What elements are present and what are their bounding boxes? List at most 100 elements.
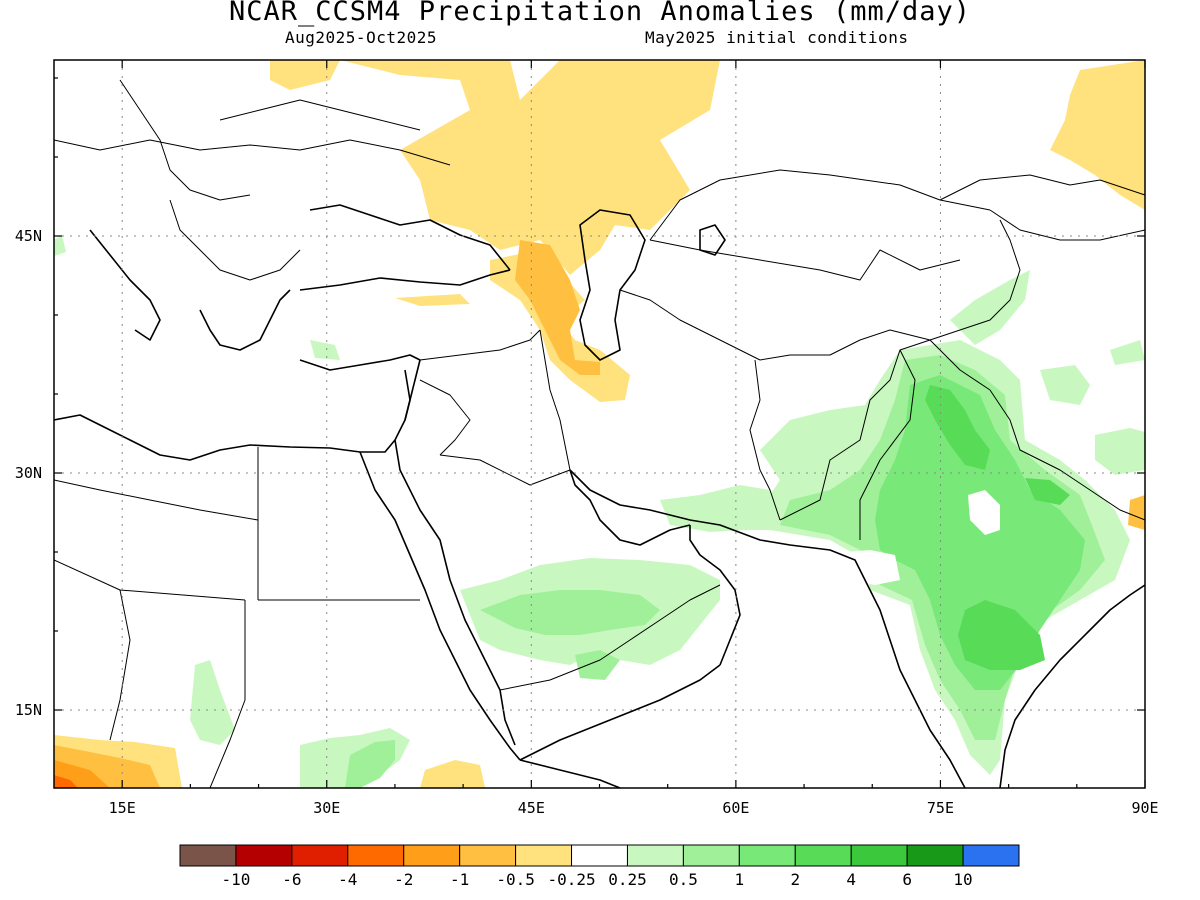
colorbar-swatch-5 [459, 844, 517, 867]
lon-label-30: 30E [313, 799, 340, 817]
colorbar-swatch-10 [738, 844, 796, 867]
wet-tarim [1040, 365, 1090, 405]
colorbar-label-1: -6 [282, 870, 301, 889]
colorbar-swatch-8 [626, 844, 684, 867]
colorbar-swatch-3 [347, 844, 405, 867]
wet-india-max [958, 600, 1045, 670]
anomaly-shading [54, 60, 1145, 788]
lat-label-45: 45N [15, 227, 42, 245]
border-europe-2 [119, 79, 251, 201]
colorbar-swatch-0 [179, 844, 237, 867]
italy-coast [89, 229, 161, 341]
turkey-south-coast [299, 354, 421, 371]
wet-arabia-core [480, 590, 660, 635]
dry-sahel-edge [54, 775, 78, 788]
initial-conditions: May2025 initial conditions [645, 28, 909, 47]
colorbar-label-7: 0.25 [608, 870, 647, 889]
border-pakistan-india [859, 349, 916, 540]
colorbar [179, 844, 1020, 867]
wet-egypt-speck [310, 340, 340, 360]
lon-label-75: 75E [927, 799, 954, 817]
border-kazakhstan-south [649, 239, 961, 281]
colorbar-swatch-6 [515, 844, 573, 867]
red-sea-west-coast [359, 451, 521, 761]
coastlines [54, 204, 1145, 788]
colorbar-label-5: -0.5 [496, 870, 535, 889]
colorbar-swatch-9 [682, 844, 740, 867]
wet-india-core [875, 375, 1085, 690]
colorbar-swatch-12 [850, 844, 908, 867]
border-russia-mongolia [939, 174, 1145, 201]
dry-russia-volga [340, 60, 720, 275]
colorbar-labels: -10 -6 -4 -2 -1 -0.5 -0.25 0.25 0.5 1 2 4 6 10 [221, 870, 972, 889]
colorbar-label-2: -4 [338, 870, 357, 889]
aral-sea [699, 224, 726, 256]
border-kazakhstan-north [649, 169, 991, 241]
colorbar-swatch-13 [906, 844, 964, 867]
wet-tibet [1095, 428, 1145, 475]
border-europe-4 [169, 199, 301, 281]
colorbar-label-0: -10 [221, 870, 250, 889]
india-west-coast [869, 589, 966, 788]
africa-mediterranean-coast [54, 369, 411, 461]
lon-label-45: 45E [518, 799, 545, 817]
colorbar-label-13: 10 [953, 870, 972, 889]
border-china-west [929, 219, 1021, 341]
border-europe-3 [219, 99, 421, 131]
border-saudi-iraq [439, 454, 571, 486]
border-afghanistan-pakistan [779, 339, 931, 521]
dry-siberia [1050, 60, 1145, 210]
border-syria-jordan [419, 379, 471, 456]
colorbar-swatch-2 [291, 844, 349, 867]
border-chad-sudan [209, 600, 246, 788]
colorbar-label-8: 0.5 [669, 870, 698, 889]
dry-horn-africa [420, 760, 485, 788]
map-title: NCAR_CCSM4 Precipitation Anomalies (mm/d… [229, 0, 971, 27]
turkey-north-coast [299, 269, 511, 291]
black-sea-north [309, 204, 511, 271]
dry-turkey-strip [395, 294, 470, 306]
axis-tick-labels: 15E 30E 45E 60E 75E 90E 15N 30N 45N [15, 227, 1159, 817]
border-egypt-west [54, 479, 259, 521]
border-iran-afghanistan [749, 359, 781, 521]
colorbar-label-12: 6 [902, 870, 912, 889]
horn-of-africa [519, 759, 621, 788]
caspian-sea [579, 209, 646, 361]
levant-coast [404, 359, 421, 421]
border-himalaya [929, 339, 1145, 521]
colorbar-label-9: 1 [735, 870, 745, 889]
colorbar-label-3: -2 [394, 870, 413, 889]
india-east-coast [999, 584, 1145, 788]
graticule [54, 60, 1145, 788]
dry-ukraine-strip [270, 60, 340, 90]
border-iraq-iran [539, 329, 571, 471]
border-turkmenistan [619, 289, 761, 361]
gulf-of-aden [519, 664, 721, 761]
lat-label-15: 15N [15, 701, 42, 719]
lon-label-60: 60E [722, 799, 749, 817]
colorbar-swatch-7 [571, 844, 628, 867]
lon-label-90: 90E [1131, 799, 1158, 817]
forecast-period: Aug2025-Oct2025 [285, 28, 437, 47]
colorbar-swatch-1 [235, 844, 293, 867]
arabia-east-coast [689, 525, 741, 666]
border-afghanistan-north [759, 329, 931, 361]
wet-nepal-core [1025, 478, 1070, 505]
wet-sudan [190, 660, 235, 745]
axis-ticks [54, 60, 1146, 788]
wet-ethiopia-core [345, 740, 395, 788]
colorbar-swatch-14 [962, 844, 1020, 867]
border-niger [109, 589, 131, 741]
colorbar-swatch-11 [794, 844, 852, 867]
colorbar-label-10: 2 [790, 870, 800, 889]
colorbar-swatch-4 [403, 844, 461, 867]
border-mongolia-china [989, 209, 1145, 241]
border-europe-1 [54, 139, 451, 166]
wet-kashmir-core [925, 385, 990, 470]
border-turkey-south [419, 329, 541, 361]
dry-caucasus-core [515, 240, 600, 375]
colorbar-label-4: -1 [450, 870, 469, 889]
wet-india-gap [968, 490, 1000, 535]
wet-yemen-coast [575, 650, 620, 680]
